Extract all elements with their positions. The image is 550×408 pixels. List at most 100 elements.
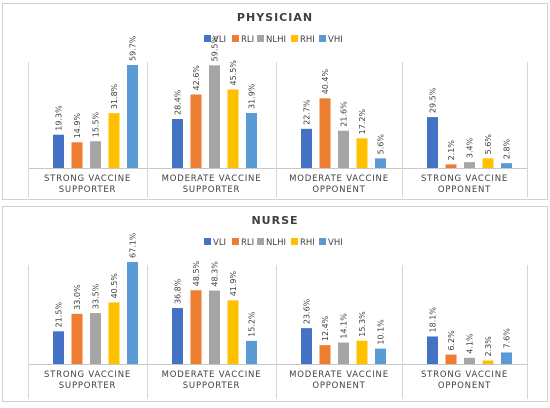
legend-swatch-vli [204, 238, 211, 245]
data-label: 31.9% [248, 83, 257, 109]
data-label: 17.2% [358, 109, 367, 135]
data-label: 14.9% [73, 112, 82, 138]
bar-rhi [482, 158, 494, 168]
data-label: 5.6% [377, 134, 386, 155]
category-label: SUPPORTER [59, 381, 117, 391]
legend-swatch-rli [232, 35, 239, 42]
legend-label-rhi: RHI [300, 35, 315, 45]
legend-label-vli: VLI [213, 238, 226, 248]
legend-label-rli: RLI [241, 35, 254, 45]
legend-label-nlhi: NLHI [266, 238, 286, 248]
bar-nlhi [464, 162, 475, 168]
data-label: 22.7% [303, 99, 312, 125]
category-label: MODERATE VACCINE [289, 174, 389, 184]
bar-vhi [375, 158, 386, 168]
bar-vli [53, 134, 64, 168]
data-label: 12.4% [321, 315, 330, 341]
data-label: 59.7% [129, 35, 138, 61]
data-label: 40.4% [321, 68, 330, 94]
category-label: MODERATE VACCINE [162, 370, 262, 380]
bar-rli [445, 354, 457, 364]
bar-rhi [356, 340, 368, 364]
data-label: 15.5% [92, 111, 101, 137]
data-label: 15.2% [248, 311, 257, 337]
data-label: 48.3% [211, 261, 220, 287]
data-label: 48.5% [192, 260, 201, 286]
chart-title: NURSE [251, 214, 298, 227]
data-label: 33.5% [92, 283, 101, 309]
category-label: OPPONENT [312, 381, 365, 391]
data-label: 59.5% [211, 36, 220, 62]
legend-label-vhi: VHI [328, 238, 343, 248]
chart-panel-0: PHYSICIAN VLI RLI NLHI RHI VHI 19.3% 14.9% 15.5%… [2, 3, 548, 200]
bar-nlhi [338, 342, 349, 364]
bar-rhi [356, 138, 368, 168]
data-label: 2.1% [447, 140, 456, 161]
legend-swatch-vhi [319, 238, 326, 245]
bar-nlhi [209, 290, 220, 364]
legend-label-nlhi: NLHI [266, 35, 286, 45]
category-label: OPPONENT [438, 185, 491, 195]
data-label: 28.4% [174, 89, 183, 115]
chart-panel-1: NURSE VLI RLI NLHI RHI VHI 21.5% 33.0% 33.5% 40.5… [2, 206, 548, 402]
chart-title: PHYSICIAN [237, 11, 313, 24]
legend-swatch-nlhi [257, 238, 264, 245]
legend-label-vli: VLI [213, 35, 226, 45]
category-label: OPPONENT [312, 185, 365, 195]
data-label: 42.6% [192, 65, 201, 91]
bar-rhi [227, 300, 239, 364]
legend-swatch-nlhi [257, 35, 264, 42]
bar-vli [301, 128, 312, 168]
data-label: 7.6% [503, 328, 512, 349]
data-label: 21.6% [340, 101, 349, 127]
bar-vli [172, 119, 183, 168]
data-label: 14.1% [340, 313, 349, 339]
data-label: 41.9% [229, 270, 238, 296]
data-label: 33.0% [73, 284, 82, 310]
bar-nlhi [209, 65, 220, 168]
bar-vhi [127, 262, 138, 364]
bar-vhi [375, 348, 386, 364]
legend-swatch-rli [232, 238, 239, 245]
bar-rli [71, 313, 83, 364]
bar-vli [427, 117, 438, 168]
data-label: 6.2% [447, 330, 456, 351]
data-label: 67.1% [129, 232, 138, 258]
bar-vli [53, 331, 64, 364]
data-label: 18.1% [429, 307, 438, 333]
category-label: MODERATE VACCINE [162, 174, 262, 184]
data-label: 21.5% [55, 302, 64, 328]
category-label: OPPONENT [438, 381, 491, 391]
data-label: 23.6% [303, 298, 312, 324]
bar-vli [427, 336, 438, 364]
data-label: 45.5% [229, 60, 238, 86]
bar-rhi [108, 113, 120, 168]
data-label: 2.3% [484, 336, 493, 357]
bar-rhi [108, 302, 120, 364]
legend-swatch-rhi [291, 35, 298, 42]
data-label: 40.5% [110, 273, 119, 299]
category-label: STRONG VACCINE [421, 174, 508, 184]
bar-nlhi [338, 130, 349, 168]
bar-rli [445, 164, 457, 168]
category-label: SUPPORTER [59, 185, 117, 195]
bar-rli [319, 98, 331, 168]
data-label: 4.1% [466, 333, 475, 354]
bar-nlhi [90, 141, 101, 168]
bar-vli [301, 328, 312, 364]
data-label: 29.5% [429, 87, 438, 113]
panel-frame [2, 3, 548, 200]
data-label: 10.1% [377, 319, 386, 345]
bar-rhi [227, 89, 239, 168]
legend-label-rhi: RHI [300, 238, 315, 248]
bar-vli [172, 308, 183, 364]
bar-vhi [246, 112, 257, 168]
bar-vhi [246, 340, 257, 364]
bar-rli [319, 345, 331, 364]
bar-rli [190, 290, 202, 364]
bar-nlhi [464, 357, 475, 364]
data-label: 2.8% [503, 138, 512, 159]
category-label: MODERATE VACCINE [289, 370, 389, 380]
legend-label-rli: RLI [241, 238, 254, 248]
